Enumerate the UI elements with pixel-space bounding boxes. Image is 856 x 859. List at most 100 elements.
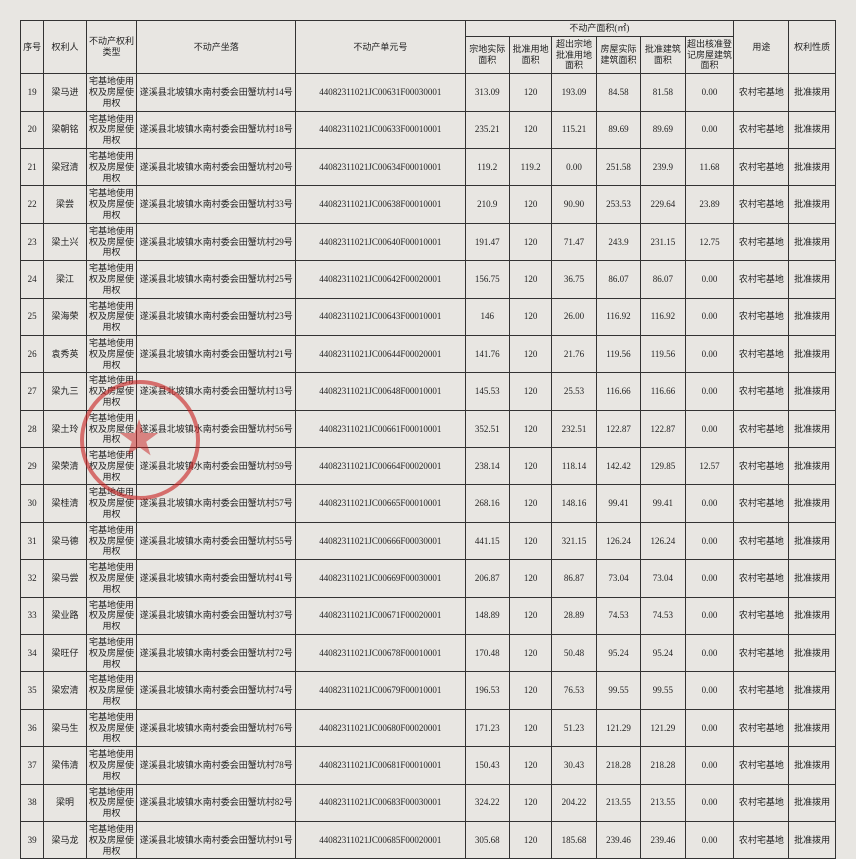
table-cell: 梁马进	[44, 74, 86, 111]
table-cell: 33	[21, 597, 44, 634]
table-cell: 0.00	[685, 261, 734, 298]
table-cell: 宅基地使用权及房屋使用权	[86, 261, 137, 298]
table-cell: 袁秀英	[44, 335, 86, 372]
table-cell: 批准拨用	[789, 522, 836, 559]
table-cell: 0.00	[685, 298, 734, 335]
table-cell: 批准拨用	[789, 223, 836, 260]
table-cell: 批准拨用	[789, 261, 836, 298]
table-row: 38梁明宅基地使用权及房屋使用权遂溪县北坡镇水南村委会田蟹坑村82号440823…	[21, 784, 836, 821]
table-row: 33梁业路宅基地使用权及房屋使用权遂溪县北坡镇水南村委会田蟹坑村37号44082…	[21, 597, 836, 634]
table-cell: 51.23	[552, 709, 596, 746]
table-cell: 批准拨用	[789, 709, 836, 746]
th-house-actual: 房屋实际建筑面积	[596, 36, 640, 73]
table-cell: 120	[509, 410, 551, 447]
table-cell: 宅基地使用权及房屋使用权	[86, 335, 137, 372]
table-cell: 44082311021JC00633F00010001	[296, 111, 465, 148]
table-cell: 324.22	[465, 784, 509, 821]
th-location: 不动产坐落	[137, 21, 296, 74]
table-cell: 梁马尝	[44, 560, 86, 597]
table-cell: 119.56	[596, 335, 640, 372]
table-cell: 批准拨用	[789, 298, 836, 335]
table-cell: 120	[509, 597, 551, 634]
table-cell: 39	[21, 822, 44, 859]
table-cell: 梁江	[44, 261, 86, 298]
table-cell: 遂溪县北坡镇水南村委会田蟹坑村29号	[137, 223, 296, 260]
table-cell: 120	[509, 747, 551, 784]
table-cell: 89.69	[596, 111, 640, 148]
table-cell: 210.9	[465, 186, 509, 223]
table-cell: 81.58	[641, 74, 685, 111]
th-holder: 权利人	[44, 21, 86, 74]
table-cell: 宅基地使用权及房屋使用权	[86, 597, 137, 634]
table-cell: 遂溪县北坡镇水南村委会田蟹坑村78号	[137, 747, 296, 784]
table-cell: 95.24	[596, 635, 640, 672]
table-cell: 农村宅基地	[734, 597, 789, 634]
table-cell: 36	[21, 709, 44, 746]
table-cell: 0.00	[685, 784, 734, 821]
table-cell: 30	[21, 485, 44, 522]
table-cell: 120	[509, 335, 551, 372]
table-cell: 梁宏清	[44, 672, 86, 709]
th-approved-land: 批准用地面积	[509, 36, 551, 73]
table-row: 22梁尝宅基地使用权及房屋使用权遂溪县北坡镇水南村委会田蟹坑村33号440823…	[21, 186, 836, 223]
table-cell: 148.89	[465, 597, 509, 634]
th-nature: 权利性质	[789, 21, 836, 74]
table-cell: 30.43	[552, 747, 596, 784]
table-cell: 0.00	[685, 560, 734, 597]
table-row: 26袁秀英宅基地使用权及房屋使用权遂溪县北坡镇水南村委会田蟹坑村21号44082…	[21, 335, 836, 372]
table-cell: 120	[509, 223, 551, 260]
table-cell: 121.29	[641, 709, 685, 746]
table-row: 32梁马尝宅基地使用权及房屋使用权遂溪县北坡镇水南村委会田蟹坑村41号44082…	[21, 560, 836, 597]
table-cell: 251.58	[596, 148, 640, 185]
table-cell: 193.09	[552, 74, 596, 111]
table-cell: 农村宅基地	[734, 335, 789, 372]
th-over-land: 超出宗地批准用地面积	[552, 36, 596, 73]
table-cell: 36.75	[552, 261, 596, 298]
table-cell: 宅基地使用权及房屋使用权	[86, 148, 137, 185]
table-cell: 32	[21, 560, 44, 597]
th-approved-build: 批准建筑面积	[641, 36, 685, 73]
table-cell: 44082311021JC00664F00020001	[296, 448, 465, 485]
table-cell: 12.57	[685, 448, 734, 485]
table-cell: 遂溪县北坡镇水南村委会田蟹坑村59号	[137, 448, 296, 485]
table-cell: 122.87	[641, 410, 685, 447]
table-cell: 115.21	[552, 111, 596, 148]
table-cell: 宅基地使用权及房屋使用权	[86, 635, 137, 672]
table-cell: 遂溪县北坡镇水南村委会田蟹坑村57号	[137, 485, 296, 522]
table-cell: 梁马龙	[44, 822, 86, 859]
table-cell: 宅基地使用权及房屋使用权	[86, 784, 137, 821]
table-cell: 441.15	[465, 522, 509, 559]
table-cell: 28.89	[552, 597, 596, 634]
table-cell: 批准拨用	[789, 186, 836, 223]
table-cell: 遂溪县北坡镇水南村委会田蟹坑村13号	[137, 373, 296, 410]
table-cell: 农村宅基地	[734, 522, 789, 559]
table-cell: 0.00	[685, 485, 734, 522]
table-cell: 0.00	[685, 597, 734, 634]
table-cell: 19	[21, 74, 44, 111]
table-cell: 梁冠清	[44, 148, 86, 185]
table-cell: 120	[509, 448, 551, 485]
table-cell: 批准拨用	[789, 448, 836, 485]
table-cell: 44082311021JC00640F00010001	[296, 223, 465, 260]
table-cell: 梁九三	[44, 373, 86, 410]
table-row: 34梁旺仔宅基地使用权及房屋使用权遂溪县北坡镇水南村委会田蟹坑村72号44082…	[21, 635, 836, 672]
table-cell: 119.2	[509, 148, 551, 185]
table-cell: 99.55	[596, 672, 640, 709]
table-cell: 44082311021JC00644F00020001	[296, 335, 465, 372]
table-cell: 73.04	[596, 560, 640, 597]
table-cell: 150.43	[465, 747, 509, 784]
table-cell: 批准拨用	[789, 373, 836, 410]
table-cell: 0.00	[685, 74, 734, 111]
table-cell: 0.00	[685, 522, 734, 559]
table-cell: 农村宅基地	[734, 223, 789, 260]
table-cell: 71.47	[552, 223, 596, 260]
table-cell: 218.28	[596, 747, 640, 784]
table-cell: 239.46	[641, 822, 685, 859]
table-cell: 农村宅基地	[734, 373, 789, 410]
table-cell: 批准拨用	[789, 485, 836, 522]
table-cell: 120	[509, 261, 551, 298]
table-row: 24梁江宅基地使用权及房屋使用权遂溪县北坡镇水南村委会田蟹坑村25号440823…	[21, 261, 836, 298]
table-row: 19梁马进宅基地使用权及房屋使用权遂溪县北坡镇水南村委会田蟹坑村14号44082…	[21, 74, 836, 111]
table-cell: 宅基地使用权及房屋使用权	[86, 74, 137, 111]
table-cell: 243.9	[596, 223, 640, 260]
